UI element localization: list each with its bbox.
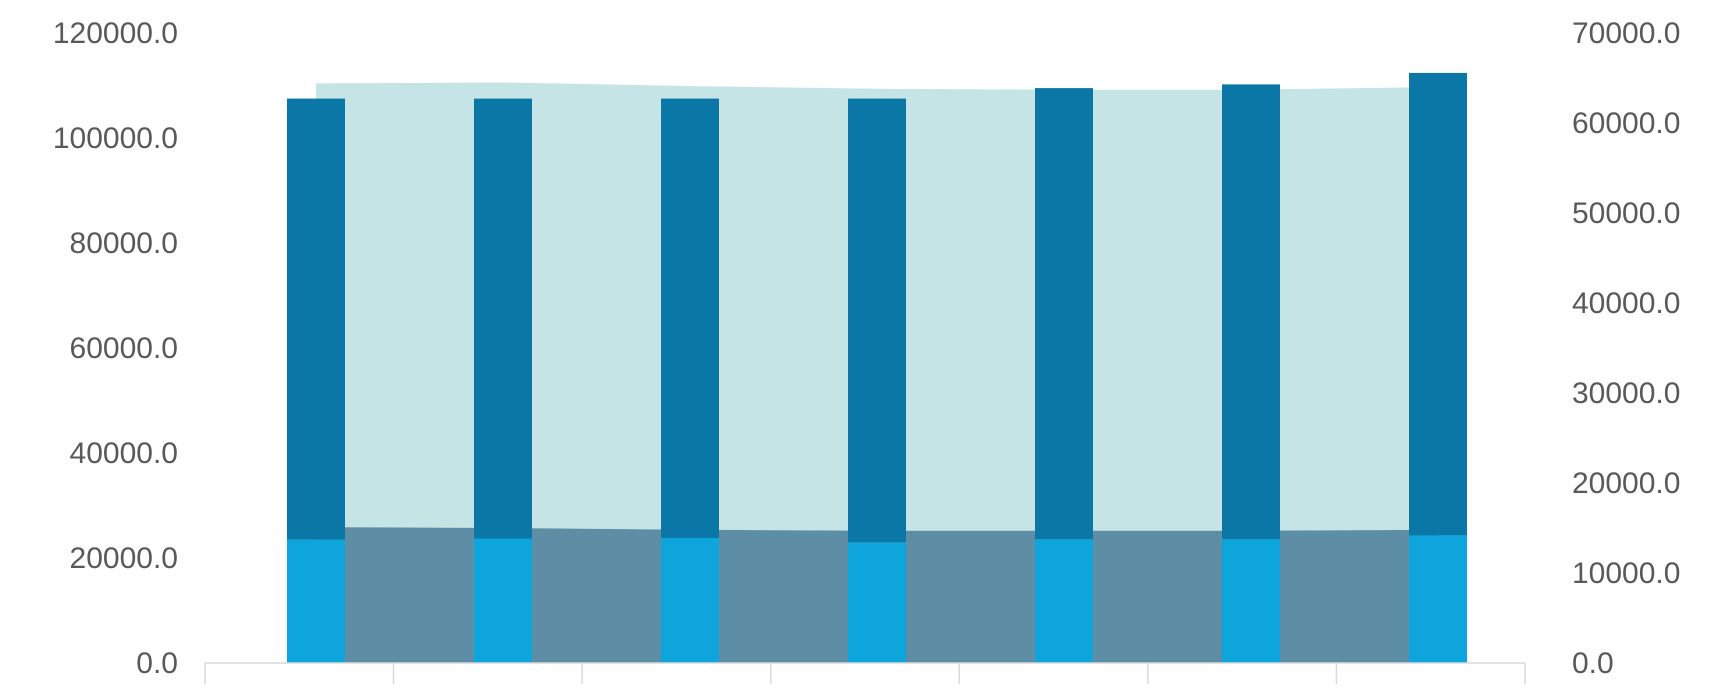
- y-left-tick-label: 80000.0: [70, 227, 178, 260]
- y-left-tick-label: 20000.0: [70, 542, 178, 575]
- bar-bottom-segment: [1035, 539, 1093, 663]
- y-right-tick-label: 50000.0: [1572, 197, 1680, 230]
- y-right-tick-label: 60000.0: [1572, 107, 1680, 140]
- bar-bottom-segment: [474, 538, 532, 663]
- bar-top-segment: [848, 98, 906, 543]
- axes-layer: 0.0 20000.0 40000.0 60000.0 80000.0 100000.0 1…: [53, 17, 1680, 684]
- bar-bottom-segment: [848, 542, 906, 664]
- bar-bottom-segment: [1409, 535, 1467, 663]
- y-right-tick-label: 40000.0: [1572, 287, 1680, 320]
- y-right-tick-label: 10000.0: [1572, 557, 1680, 590]
- bar-top-segment: [474, 98, 532, 539]
- y-left-tick-label: 100000.0: [53, 122, 178, 155]
- bar-top-segment: [661, 98, 719, 538]
- y-right-tick-label: 70000.0: [1572, 17, 1680, 50]
- y-left-tick-label: 60000.0: [70, 332, 178, 365]
- y-left-tick-label: 120000.0: [53, 17, 178, 50]
- y-right-tick-label: 0.0: [1572, 647, 1614, 680]
- y-right-tick-label: 20000.0: [1572, 467, 1680, 500]
- y-left-tick-label: 40000.0: [70, 437, 178, 470]
- y-left-tick-label: 0.0: [136, 647, 178, 680]
- bar-bottom-segment: [287, 539, 345, 663]
- bar-bottom-segment: [661, 538, 719, 663]
- bar-top-segment: [1409, 72, 1467, 536]
- bar-top-segment: [1222, 84, 1280, 540]
- bar-top-segment: [1035, 88, 1093, 540]
- y-right-tick-label: 30000.0: [1572, 377, 1680, 410]
- bar-bottom-segment: [1222, 539, 1280, 663]
- bar-top-segment: [287, 98, 345, 540]
- bar-layer: [287, 72, 1467, 664]
